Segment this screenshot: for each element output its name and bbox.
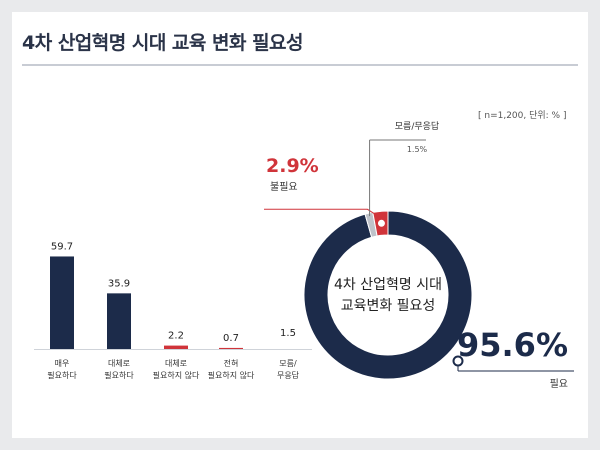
bar-value-label-5: 1.5 <box>280 328 296 339</box>
bar-category-label-2-1: 대체로 <box>108 358 130 368</box>
bar-category-label-4-2: 필요하지 않다 <box>208 370 255 380</box>
bar-category-label-3-2: 필요하지 않다 <box>153 370 200 380</box>
bar-4 <box>219 347 243 349</box>
unnecessary-label: 불필요 <box>270 181 298 193</box>
bar-category-label-1-2: 필요하다 <box>47 370 77 380</box>
necessary-value: 95.6% <box>457 326 568 364</box>
unnecessary-value: 2.9% <box>266 155 319 177</box>
bar-category-label-5-1: 모름/ <box>279 359 297 368</box>
bar-1 <box>50 256 74 349</box>
bar-category-label-3-1: 대체로 <box>165 358 187 368</box>
bar-value-label-1: 59.7 <box>51 241 73 252</box>
bar-value-label-2: 35.9 <box>108 278 130 289</box>
bar-2 <box>107 293 131 349</box>
bar-value-label-4: 0.7 <box>223 333 239 344</box>
chart-page: 4차 산업혁명 시대 교육 변화 필요성 [ n=1,200, 단위: % ] … <box>12 12 588 438</box>
necessary-label: 필요 <box>550 378 568 390</box>
bar-category-label-1-1: 매우 <box>55 359 70 368</box>
donut-center-title-1: 4차 산업혁명 시대 <box>334 277 442 293</box>
no-answer-label: 모름/무응답 <box>395 120 439 132</box>
unnecessary-leader-line <box>264 208 382 219</box>
bar-category-label-5-2: 무응답 <box>277 370 300 380</box>
donut-center-title-2: 교육변화 필요성 <box>341 298 436 314</box>
bar-value-label-3: 2.2 <box>168 331 184 342</box>
bar-category-label-2-2: 필요하다 <box>104 370 134 380</box>
sample-note: [ n=1,200, 단위: % ] <box>478 111 567 121</box>
no-answer-value: 1.5% <box>407 145 428 154</box>
bar-3 <box>164 345 188 349</box>
title-divider <box>22 64 578 66</box>
unnecessary-marker <box>375 217 387 229</box>
donut-slice-necessary <box>303 210 473 380</box>
bar-category-label-4-1: 전혀 <box>224 358 239 368</box>
chart-title: 4차 산업혁명 시대 교육 변화 필요성 <box>22 32 304 54</box>
